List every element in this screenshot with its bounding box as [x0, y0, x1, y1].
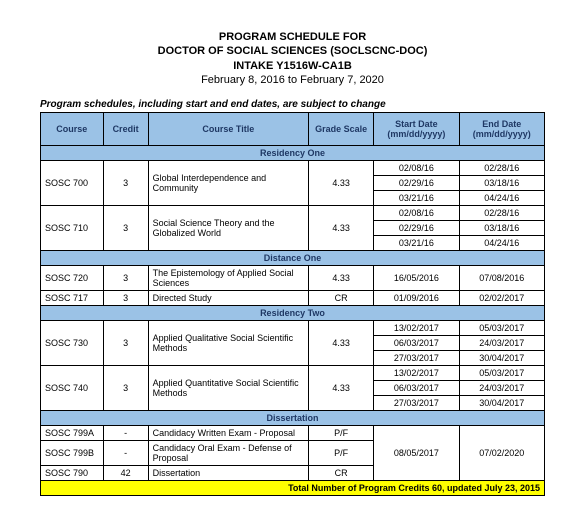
- table-row: SOSC 710 3 Social Science Theory and the…: [41, 206, 545, 221]
- table-row: SOSC 730 3 Applied Qualitative Social Sc…: [41, 321, 545, 336]
- table-row: SOSC 799A - Candidacy Written Exam - Pro…: [41, 426, 545, 441]
- col-grade: Grade Scale: [309, 113, 374, 146]
- section-residency-one: Residency One: [41, 146, 545, 161]
- header-dates: February 8, 2016 to February 7, 2020: [40, 73, 545, 87]
- header-line3: INTAKE Y1516W-CA1B: [40, 59, 545, 73]
- section-dissertation: Dissertation: [41, 411, 545, 426]
- table-row: SOSC 717 3 Directed Study CR 01/09/2016 …: [41, 291, 545, 306]
- header-line1: PROGRAM SCHEDULE FOR: [40, 30, 545, 44]
- col-end: End Date (mm/dd/yyyy): [459, 113, 544, 146]
- table-row: SOSC 720 3 The Epistemology of Applied S…: [41, 266, 545, 291]
- section-distance-one: Distance One: [41, 251, 545, 266]
- col-start: Start Date (mm/dd/yyyy): [374, 113, 459, 146]
- schedule-table: Course Credit Course Title Grade Scale S…: [40, 112, 545, 496]
- header-line2: DOCTOR OF SOCIAL SCIENCES (SOCLSCNC-DOC): [40, 44, 545, 58]
- section-residency-two: Residency Two: [41, 306, 545, 321]
- footer-row: Total Number of Program Credits 60, upda…: [41, 481, 545, 496]
- table-row: SOSC 700 3 Global Interdependence and Co…: [41, 161, 545, 176]
- schedule-note: Program schedules, including start and e…: [40, 99, 545, 110]
- header-row: Course Credit Course Title Grade Scale S…: [41, 113, 545, 146]
- col-title: Course Title: [148, 113, 309, 146]
- page-header: PROGRAM SCHEDULE FOR DOCTOR OF SOCIAL SC…: [40, 30, 545, 87]
- col-course: Course: [41, 113, 104, 146]
- col-credit: Credit: [103, 113, 148, 146]
- table-row: SOSC 740 3 Applied Quantitative Social S…: [41, 366, 545, 381]
